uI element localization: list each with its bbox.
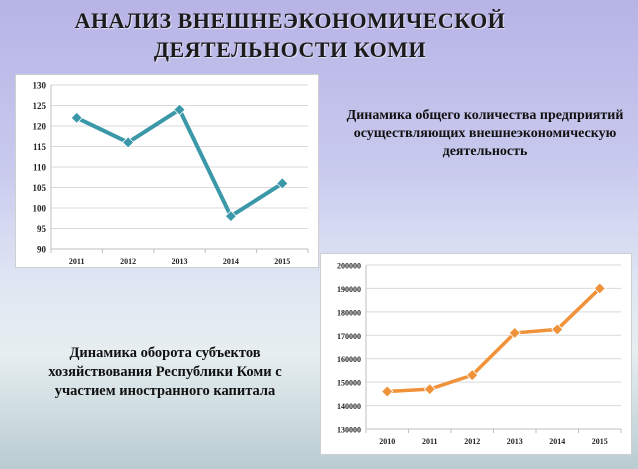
y-tick-label: 140000 — [337, 402, 361, 411]
x-tick-label: 2013 — [172, 257, 188, 266]
y-tick-label: 95 — [37, 224, 47, 234]
y-tick-label: 110 — [33, 163, 47, 173]
turnover-chart: 130000 140000 150000 160000 170000 180000 1900… — [320, 253, 632, 455]
x-tick-label: 2012 — [464, 437, 480, 446]
data-point — [593, 282, 606, 295]
enterprises-chart-caption: Динамика общего количества предприятий о… — [346, 108, 624, 159]
x-tick-label: 2015 — [592, 437, 608, 446]
y-tick-label: 160000 — [337, 355, 361, 364]
x-tick-label: 2011 — [69, 257, 85, 266]
data-point — [551, 323, 564, 336]
data-point — [224, 210, 237, 223]
data-point — [122, 136, 135, 149]
y-tick-label: 170000 — [337, 332, 361, 341]
data-point — [276, 177, 289, 190]
y-tick-label: 200000 — [337, 262, 361, 271]
y-tick-label: 90 — [37, 245, 47, 255]
data-point — [173, 103, 186, 116]
x-tick-label: 2015 — [274, 257, 290, 266]
x-tick-label: 2013 — [507, 437, 523, 446]
y-tick-label: 150000 — [337, 379, 361, 388]
data-point — [381, 385, 394, 398]
data-point — [466, 369, 479, 382]
x-tick-label: 2012 — [120, 257, 136, 266]
y-tick-label: 130 — [33, 81, 47, 91]
x-tick-label: 2014 — [549, 437, 565, 446]
y-tick-label: 100 — [33, 204, 47, 214]
x-tick-label: 2010 — [379, 437, 395, 446]
y-tick-label: 105 — [33, 183, 47, 193]
x-tick-label: 2011 — [422, 437, 438, 446]
series-line — [387, 287, 601, 394]
enterprises-count-chart-svg: 90 95 100 105 110 115 120 125 130 2011 2012 2013 201… — [33, 81, 309, 266]
y-tick-label: 115 — [33, 142, 47, 152]
y-tick-label: 130000 — [337, 426, 361, 435]
y-tick-label: 125 — [33, 101, 47, 111]
enterprises-count-chart: 90 95 100 105 110 115 120 125 130 2011 2012 2013 201… — [15, 74, 319, 268]
y-tick-label: 120 — [33, 122, 47, 132]
turnover-chart-caption: Динамика оборота субъектов хозяйствовани… — [48, 345, 282, 399]
turnover-chart-svg: 130000 140000 150000 160000 170000 180000 1900… — [337, 262, 622, 446]
y-tick-label: 180000 — [337, 308, 361, 317]
page-title: АНАЛИЗ ВНЕШНЕЭКОНОМИЧЕСКОЙ ДЕЯТЕЛЬНОСТИ … — [74, 8, 506, 62]
data-point — [70, 111, 83, 124]
y-tick-label: 190000 — [337, 285, 361, 294]
x-tick-label: 2014 — [223, 257, 239, 266]
data-point — [508, 326, 521, 340]
data-point — [423, 383, 436, 396]
